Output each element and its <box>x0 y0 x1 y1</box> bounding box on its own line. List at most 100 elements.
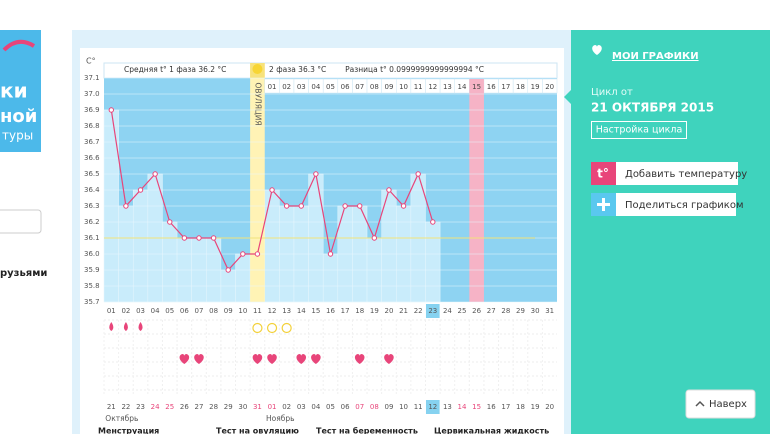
y-tick-label: 36.3 <box>84 202 100 210</box>
logo-text: ки <box>0 79 28 103</box>
y-tick-label: 37.1 <box>84 74 100 82</box>
my-charts-link[interactable]: МОИ ГРАФИКИ <box>612 51 699 62</box>
date-label: 09 <box>384 403 393 411</box>
heart-icon <box>592 45 602 55</box>
phase2-day-label: 19 <box>531 83 540 91</box>
day-label: 22 <box>414 307 423 315</box>
y-tick-label: 35.8 <box>84 282 100 290</box>
date-label: 20 <box>545 403 554 411</box>
input[interactable] <box>0 209 42 234</box>
share-button[interactable] <box>591 193 736 216</box>
add-icon: t° <box>597 167 609 181</box>
cycle-settings-button[interactable] <box>591 121 687 139</box>
date-label: 28 <box>209 403 218 411</box>
row-label: Тест на овуляцию <box>216 427 299 435</box>
temperature-point <box>196 235 202 241</box>
sidebar <box>571 30 770 434</box>
y-tick-label: 36.2 <box>84 218 100 226</box>
day-label: 08 <box>209 307 218 315</box>
ovulation-test-icon <box>281 322 292 334</box>
temperature-bar <box>322 253 339 303</box>
temperature-point <box>240 251 246 257</box>
temperature-point <box>210 235 217 241</box>
date-label: 29 <box>224 403 233 411</box>
logo-text: ной <box>0 106 37 127</box>
day-label: 18 <box>355 307 364 315</box>
temperature-point <box>327 251 334 257</box>
day-label: 11 <box>253 307 262 315</box>
day-label: 04 <box>151 307 160 315</box>
heart-icon <box>354 354 365 364</box>
month-label: Ноябрь <box>266 414 295 423</box>
phase2-day-label: 16 <box>487 83 496 91</box>
phase2-day-label: 12 <box>428 83 437 91</box>
day-label: 16 <box>326 307 335 315</box>
y-tick-label: 36.4 <box>84 186 100 194</box>
date-label: 05 <box>326 403 335 411</box>
date-label: 19 <box>531 403 540 411</box>
date-label: 15 <box>472 403 481 411</box>
ovulation-column <box>250 63 265 302</box>
y-tick-label: 36.1 <box>84 234 100 242</box>
day-label: 23 <box>428 307 437 315</box>
add-temperature-button[interactable] <box>591 162 738 185</box>
date-label: 08 <box>370 403 379 411</box>
day-label: 13 <box>282 307 291 315</box>
phase2-highlight-column <box>469 79 484 302</box>
phase2-label: 2 фаза 36.3 °C <box>269 65 326 74</box>
phase2-day-label: 05 <box>326 83 335 91</box>
row-label: Менструация <box>98 427 159 435</box>
temperature-point <box>313 171 319 177</box>
add-temperature-label: Добавить температуру <box>625 169 747 180</box>
heart-icon <box>267 354 277 364</box>
y-tick-label: 35.7 <box>84 298 100 306</box>
day-label: 24 <box>443 307 452 315</box>
temperature-point <box>342 203 348 209</box>
day-label: 10 <box>238 307 247 315</box>
phase2-day-label: 09 <box>384 83 393 91</box>
day-label: 27 <box>487 307 496 315</box>
day-label: 03 <box>136 307 145 315</box>
temperature-point <box>181 235 188 241</box>
date-label: 01 <box>268 403 277 411</box>
phase1-label: Средняя t° 1 фаза 36.2 °C <box>124 65 226 74</box>
y-tick-label: 36.7 <box>84 138 100 146</box>
day-label: 01 <box>107 307 116 315</box>
y-tick-label: 36.8 <box>84 122 100 130</box>
date-label: 24 <box>151 403 160 411</box>
date-label: 14 <box>458 403 467 411</box>
share-icon <box>597 198 610 211</box>
temperature-point <box>152 171 158 177</box>
temperature-point <box>283 203 290 209</box>
sidebar-notch <box>564 90 571 104</box>
link[interactable]: рузьями <box>0 268 47 279</box>
temperature-bar <box>162 221 178 303</box>
day-label: 06 <box>180 307 189 315</box>
day-label: 19 <box>370 307 379 315</box>
row-label: Тест на беременность <box>316 426 418 435</box>
logo <box>0 30 41 152</box>
difference-label: Разница t° 0.0999999999999994 °C <box>345 65 484 74</box>
date-label: 02 <box>282 403 291 411</box>
sun-icon <box>252 64 263 74</box>
y-tick-label: 37.0 <box>84 90 100 98</box>
day-label: 09 <box>224 307 233 315</box>
temperature-point <box>167 219 173 225</box>
phase2-day-label: 07 <box>355 83 364 91</box>
temperature-bar <box>264 189 280 303</box>
day-label: 05 <box>165 307 174 315</box>
to-top-button[interactable] <box>685 389 756 419</box>
cycle-settings-label: Настройка цикла <box>596 125 683 136</box>
phase2-day-label: 13 <box>443 83 452 91</box>
date-label: 10 <box>399 403 408 411</box>
month-label: Октябрь <box>105 414 138 423</box>
day-label: 28 <box>501 307 510 315</box>
date-label: 13 <box>443 403 452 411</box>
temperature-point <box>254 251 261 257</box>
day-label: 30 <box>531 307 540 315</box>
today-date-cell <box>425 400 440 414</box>
temperature-point <box>415 171 421 177</box>
heart-icon <box>194 354 204 364</box>
logo-swoosh <box>2 39 36 52</box>
phase2-day-label: 01 <box>268 83 277 91</box>
